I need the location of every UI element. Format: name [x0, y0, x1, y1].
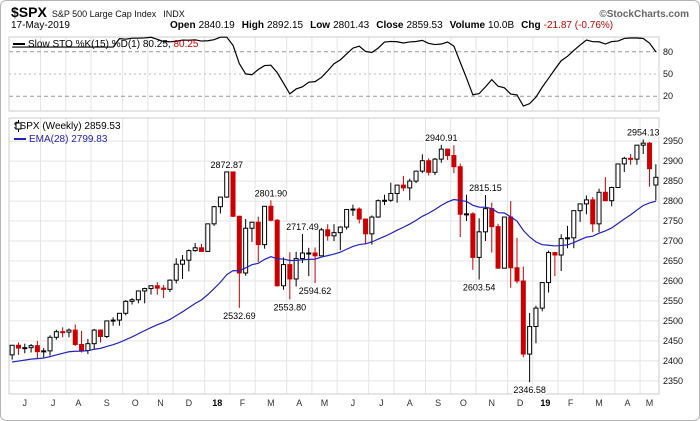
price-annotation: 2532.69 — [223, 311, 256, 321]
chart-header: $SPX S&P 500 Large Cap Index INDX ©Stock… — [11, 4, 689, 20]
price-legend-row2: EMA(28) 2799.83 — [14, 133, 121, 146]
svg-text:A: A — [75, 398, 81, 408]
svg-text:N: N — [157, 398, 164, 408]
svg-text:2950: 2950 — [663, 136, 683, 146]
low-value: 2801.43 — [333, 20, 370, 31]
svg-text:2350: 2350 — [663, 376, 683, 386]
gridlines-and-axes: J J A S O N D 18 F M A M J J A S O N D 19 F M A M 2350 2400 2450 25… — [8, 36, 683, 408]
svg-text:20: 20 — [663, 91, 673, 101]
svg-text:2800: 2800 — [663, 196, 683, 206]
stoch-line — [12, 36, 657, 107]
svg-text:2750: 2750 — [663, 216, 683, 226]
volume-label: Volume — [449, 20, 486, 31]
svg-text:2700: 2700 — [663, 236, 683, 246]
svg-text:S: S — [104, 398, 110, 408]
svg-text:S: S — [435, 398, 441, 408]
ema-label: EMA(28) — [29, 134, 69, 145]
low-label: Low — [310, 20, 331, 31]
high-value: 2892.15 — [266, 20, 304, 31]
svg-text:18: 18 — [212, 398, 222, 408]
stoch-series-label: Slow STO %K(15) %D(1) — [28, 39, 141, 50]
exchange-label: INDX — [163, 9, 185, 19]
ema-line — [12, 198, 657, 363]
svg-text:M: M — [267, 398, 275, 408]
svg-text:A: A — [407, 398, 413, 408]
candlestick-icon — [15, 120, 22, 132]
svg-text:2900: 2900 — [663, 156, 683, 166]
price-series-label: $SPX (Weekly) — [14, 121, 82, 132]
price-annotation: 2815.15 — [469, 183, 502, 193]
chart-date: 17-May-2019 — [11, 20, 70, 31]
svg-text:19: 19 — [540, 398, 550, 408]
price-annotation: 2717.49 — [286, 222, 319, 232]
svg-text:A: A — [624, 398, 630, 408]
svg-text:D: D — [186, 398, 193, 408]
svg-text:2400: 2400 — [663, 356, 683, 366]
close-label: Close — [376, 20, 404, 31]
svg-text:2650: 2650 — [663, 256, 683, 266]
price-annotation: 2594.62 — [299, 286, 332, 296]
svg-text:M: M — [646, 398, 654, 408]
svg-text:2850: 2850 — [663, 176, 683, 186]
open-label: Open — [170, 20, 196, 31]
volume-value: 10.0B — [488, 20, 515, 31]
close-value: 2859.53 — [406, 20, 443, 31]
svg-text:D: D — [517, 398, 524, 408]
stoch-d-value: 80.25 — [173, 39, 199, 50]
chg-label: Chg — [521, 20, 541, 31]
svg-text:2450: 2450 — [663, 336, 683, 346]
svg-text:2600: 2600 — [663, 276, 683, 286]
svg-text:F: F — [240, 398, 246, 408]
svg-text:M: M — [595, 398, 603, 408]
price-annotations: 2872.87 2532.69 2801.90 2553.80 2717.49 2594.… — [209, 126, 661, 396]
stockcharts-credit: ©StockCharts.com — [599, 9, 689, 20]
open-value: 2840.19 — [198, 20, 235, 31]
price-legend: $SPX (Weekly) 2859.53 EMA(28) 2799.83 — [14, 120, 121, 146]
price-annotation: 2954.13 — [627, 128, 660, 138]
candlesticks — [9, 139, 659, 383]
svg-text:80: 80 — [663, 47, 673, 57]
index-name: S&P 500 Large Cap Index — [51, 9, 157, 19]
chg-value: -21.87 (-0.76%) — [543, 20, 614, 31]
stoch-legend: Slow STO %K(15) %D(1) 80.25, 80.25 — [13, 39, 198, 50]
price-close-value: 2859.53 — [84, 121, 121, 132]
svg-text:2550: 2550 — [663, 296, 683, 306]
svg-text:M: M — [321, 398, 329, 408]
svg-text:F: F — [568, 398, 574, 408]
svg-text:50: 50 — [663, 69, 673, 79]
price-annotation: 2553.80 — [274, 302, 307, 312]
svg-text:2500: 2500 — [663, 316, 683, 326]
svg-text:N: N — [489, 398, 496, 408]
price-annotation: 2940.91 — [425, 133, 458, 143]
price-annotation: 2872.87 — [210, 160, 243, 170]
svg-text:J: J — [51, 398, 56, 408]
price-annotation: 2603.54 — [463, 283, 496, 293]
svg-text:J: J — [351, 398, 356, 408]
high-label: High — [241, 20, 264, 31]
symbol: $SPX — [11, 4, 47, 20]
stoch-k-value: 80.25, — [142, 39, 171, 50]
svg-text:A: A — [296, 398, 302, 408]
svg-text:J: J — [379, 398, 384, 408]
price-annotation: 2346.58 — [513, 385, 546, 395]
price-legend-row1: $SPX (Weekly) 2859.53 — [14, 120, 121, 133]
svg-text:J: J — [23, 398, 28, 408]
quote-row: 17-May-2019 Open 2840.19 High 2892.15 Low 2… — [11, 20, 693, 31]
ema-value: 2799.83 — [71, 134, 108, 145]
svg-text:O: O — [460, 398, 467, 408]
ema-line-icon — [14, 138, 26, 141]
svg-text:O: O — [132, 398, 139, 408]
price-annotation: 2801.90 — [255, 188, 288, 198]
stoch-line-icon — [13, 43, 25, 46]
